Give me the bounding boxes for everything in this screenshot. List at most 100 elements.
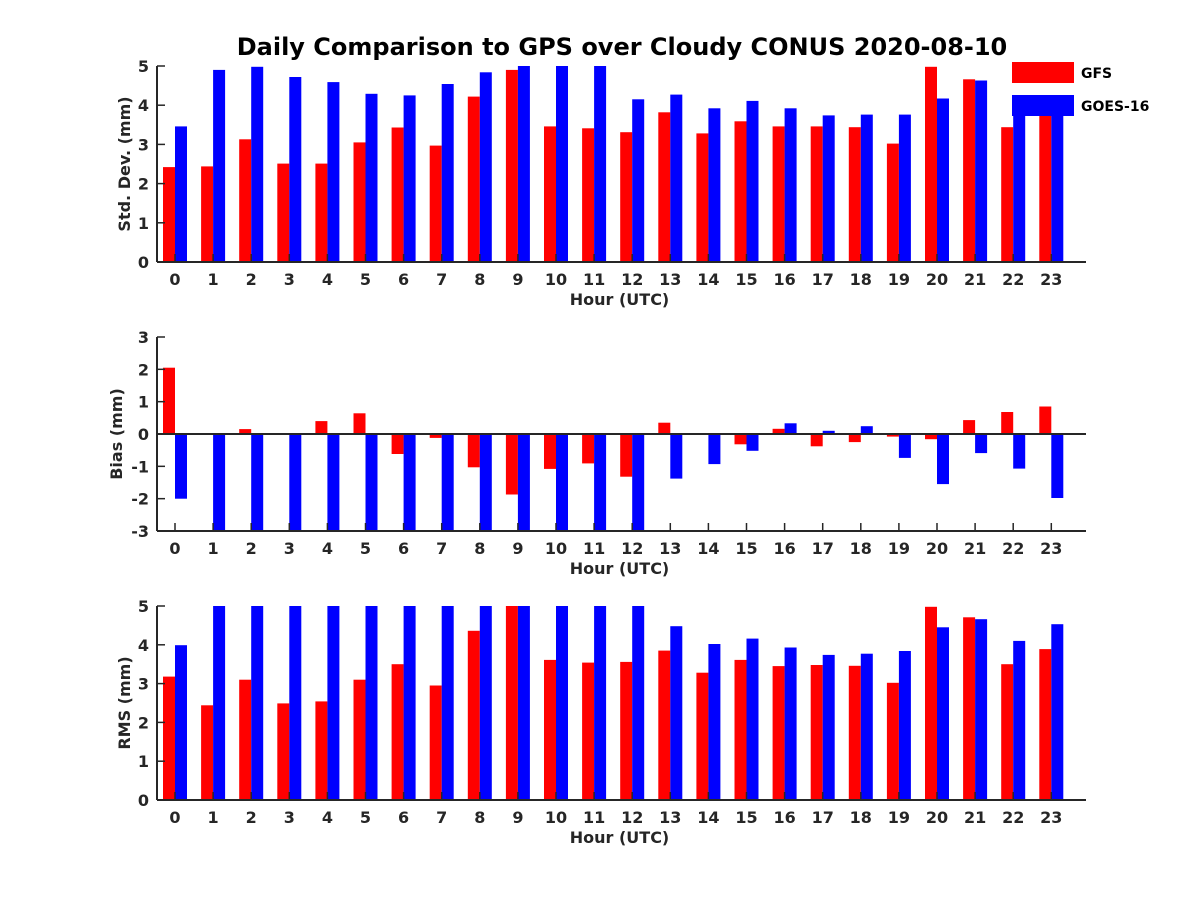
- x-tick-label: 22: [1002, 539, 1024, 558]
- x-tick-label: 21: [964, 270, 986, 289]
- bar-gfs-hour-20: [925, 66, 937, 262]
- bar-goes-16-hour-0: [175, 126, 187, 263]
- x-tick-label: 5: [360, 539, 371, 558]
- y-axis-label: Bias (mm): [107, 388, 126, 480]
- y-axis-label: RMS (mm): [115, 656, 134, 749]
- bar-gfs-hour-17: [810, 126, 823, 263]
- y-tick-label: 4: [138, 636, 149, 655]
- bar-goes-16-hour-1: [213, 606, 226, 800]
- bar-goes-16-hour-1: [213, 69, 226, 263]
- bar-gfs-hour-3: [277, 703, 290, 800]
- bar-goes-16-hour-16: [784, 108, 797, 262]
- legend-label-goes-16: GOES-16: [1081, 99, 1149, 115]
- x-tick-label: 11: [583, 808, 605, 827]
- x-tick-label: 18: [850, 270, 872, 289]
- bar-gfs-hour-23: [1039, 649, 1052, 800]
- bar-gfs-hour-20: [925, 606, 937, 800]
- x-tick-label: 16: [773, 539, 795, 558]
- x-tick-label: 6: [398, 808, 409, 827]
- bar-gfs-hour-22: [1001, 127, 1014, 262]
- x-tick-label: 15: [735, 539, 757, 558]
- y-tick-label: -1: [131, 457, 149, 476]
- x-tick-label: 12: [621, 808, 643, 827]
- bar-goes-16-hour-16: [784, 423, 797, 434]
- x-tick-label: 11: [583, 539, 605, 558]
- x-tick-label: 18: [850, 808, 872, 827]
- x-tick-label: 14: [697, 270, 719, 289]
- bar-gfs-hour-13: [658, 422, 671, 434]
- bar-gfs-hour-10: [544, 434, 556, 469]
- bar-goes-16-hour-8: [479, 72, 492, 262]
- bar-goes-16-hour-12: [632, 606, 645, 800]
- bar-goes-16-hour-12: [632, 99, 645, 262]
- x-tick-label: 22: [1002, 808, 1024, 827]
- bar-gfs-hour-19: [886, 434, 899, 437]
- bar-goes-16-hour-11: [594, 606, 607, 800]
- bar-goes-16-hour-5: [365, 93, 378, 262]
- x-tick-label: 20: [926, 808, 948, 827]
- bar-goes-16-hour-11: [594, 434, 607, 531]
- bar-goes-16-hour-3: [289, 77, 302, 262]
- bar-goes-16-hour-15: [746, 100, 759, 263]
- bar-goes-16-hour-0: [175, 645, 187, 800]
- bar-goes-16-hour-18: [860, 426, 873, 434]
- x-tick-label: 10: [545, 539, 567, 558]
- bar-goes-16-hour-4: [327, 82, 340, 262]
- bar-gfs-hour-20: [925, 434, 937, 440]
- bar-goes-16-hour-10: [556, 66, 568, 262]
- x-tick-label: 8: [474, 270, 485, 289]
- bar-goes-16-hour-10: [556, 434, 568, 531]
- bar-goes-16-hour-21: [975, 619, 988, 800]
- bar-goes-16-hour-9: [517, 434, 530, 531]
- bar-gfs-hour-12: [620, 132, 633, 262]
- bar-gfs-hour-22: [1001, 664, 1014, 800]
- bar-gfs-hour-11: [582, 434, 595, 464]
- y-tick-label: 0: [138, 791, 149, 810]
- bar-goes-16-hour-13: [670, 626, 683, 800]
- bar-goes-16-hour-11: [594, 66, 607, 262]
- bar-gfs-hour-9: [505, 69, 518, 263]
- bar-goes-16-hour-16: [784, 647, 797, 800]
- bar-goes-16-hour-4: [327, 606, 340, 800]
- x-tick-label: 0: [169, 808, 180, 827]
- x-tick-label: 13: [659, 270, 681, 289]
- bar-gfs-hour-18: [848, 665, 861, 800]
- bar-gfs-hour-12: [620, 661, 633, 800]
- bar-gfs-hour-23: [1039, 112, 1052, 262]
- x-tick-label: 21: [964, 808, 986, 827]
- x-tick-label: 9: [512, 270, 523, 289]
- bar-gfs-hour-8: [467, 630, 480, 800]
- bar-gfs-hour-7: [429, 145, 442, 262]
- bar-goes-16-hour-6: [403, 606, 416, 800]
- y-tick-label: 4: [138, 96, 149, 115]
- bar-gfs-hour-11: [582, 128, 595, 262]
- y-tick-label: 3: [138, 675, 149, 694]
- bar-gfs-hour-19: [886, 143, 899, 262]
- bar-goes-16-hour-18: [860, 653, 873, 800]
- x-tick-label: 20: [926, 270, 948, 289]
- x-tick-label: 10: [545, 270, 567, 289]
- bar-gfs-hour-5: [353, 142, 366, 262]
- bar-gfs-hour-16: [772, 126, 785, 263]
- x-tick-label: 5: [360, 270, 371, 289]
- x-tick-label: 23: [1040, 270, 1062, 289]
- bar-goes-16-hour-3: [289, 434, 302, 531]
- bar-gfs-hour-16: [772, 428, 785, 434]
- x-tick-label: 2: [246, 270, 257, 289]
- bar-goes-16-hour-20: [937, 627, 949, 800]
- bar-goes-16-hour-19: [898, 114, 911, 262]
- x-tick-label: 8: [474, 539, 485, 558]
- y-tick-label: -2: [131, 490, 149, 509]
- x-tick-label: 5: [360, 808, 371, 827]
- bar-gfs-hour-21: [963, 617, 976, 800]
- bar-gfs-hour-4: [315, 701, 328, 800]
- x-tick-label: 19: [888, 539, 910, 558]
- bar-gfs-hour-7: [429, 685, 442, 800]
- y-tick-label: -3: [131, 522, 149, 541]
- bar-gfs-hour-17: [810, 434, 823, 447]
- x-tick-label: 22: [1002, 270, 1024, 289]
- bar-goes-16-hour-22: [1013, 434, 1026, 469]
